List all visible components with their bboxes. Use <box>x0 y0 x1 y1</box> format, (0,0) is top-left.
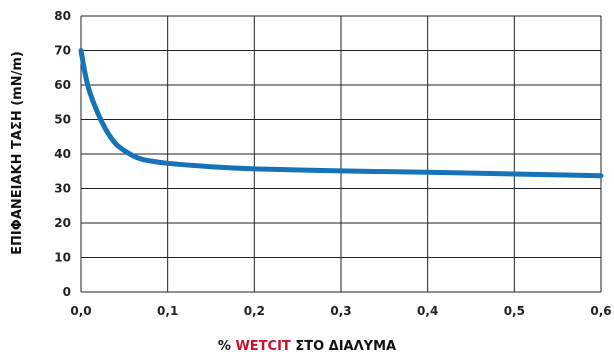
y-tick-label: 30 <box>54 182 71 196</box>
y-tick-label: 80 <box>54 9 71 23</box>
grid <box>80 15 602 293</box>
series-line <box>78 48 604 179</box>
x-axis-label: % WETCIT ΣΤΟ ΔΙΑΛΥΜΑ <box>0 339 614 354</box>
y-axis-label: ΕΠΙΦΑΝΕΙΑΚΗ ΤΑΣΗ (mN/m) <box>10 51 25 255</box>
x-tick-label: 0,3 <box>330 304 351 318</box>
y-ticks: 0 10 20 30 40 50 60 70 80 <box>54 9 71 299</box>
x-tick-label: 0,0 <box>70 304 91 318</box>
x-tick-label: 0,5 <box>504 304 525 318</box>
x-axis-label-brand: WETCIT <box>235 339 291 354</box>
series <box>78 48 604 179</box>
x-tick-label: 0,4 <box>417 304 438 318</box>
x-tick-label: 0,2 <box>244 304 265 318</box>
x-ticks: 0,0 0,1 0,2 0,3 0,4 0,5 0,6 <box>70 304 611 318</box>
y-tick-label: 60 <box>54 78 71 92</box>
x-axis-label-prefix: % <box>217 339 231 354</box>
x-tick-label: 0,1 <box>157 304 178 318</box>
y-tick-label: 40 <box>54 147 71 161</box>
x-tick-label: 0,6 <box>590 304 611 318</box>
y-tick-label: 10 <box>54 251 71 265</box>
y-tick-label: 0 <box>63 285 71 299</box>
y-tick-label: 50 <box>54 113 71 127</box>
x-axis-label-suffix: ΣΤΟ ΔΙΑΛΥΜΑ <box>295 339 397 354</box>
y-tick-label: 70 <box>54 44 71 58</box>
y-tick-label: 20 <box>54 216 71 230</box>
